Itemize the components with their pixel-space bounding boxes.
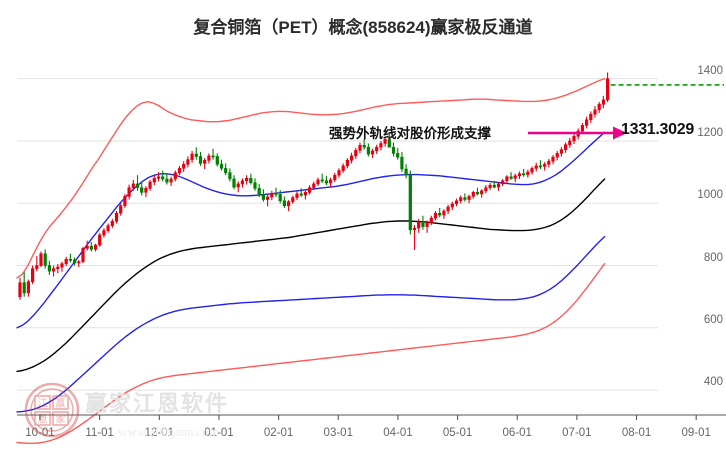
- x-axis-tick: 06-01: [502, 427, 532, 439]
- watermark-brand: 赢家江恩软件: [85, 391, 230, 416]
- y-axis-tick: 600: [703, 313, 723, 326]
- annotation-label: 强势外轨线对股价形成支撑: [329, 126, 491, 141]
- x-axis-tick: 10-01: [25, 427, 55, 439]
- y-axis-tick: 1000: [697, 189, 723, 202]
- last-price-label: 1331.3029: [621, 121, 694, 138]
- candlestick-series: [18, 72, 610, 300]
- watermark-url: www.360gann.com: [118, 424, 219, 439]
- x-axis-tick: 02-01: [263, 427, 294, 439]
- svg-text:赢: 赢: [56, 397, 66, 410]
- x-axis-tick: 07-01: [562, 427, 592, 439]
- x-axis-tick: 09-01: [681, 427, 711, 439]
- y-axis-tick: 800: [703, 251, 723, 264]
- x-axis-tick: 08-01: [621, 427, 652, 439]
- x-axis-tick: 12-01: [144, 427, 175, 439]
- page-title: 复合铜箔（PET）概念(858624)赢家极反通道: [193, 18, 533, 37]
- seal-logo-icon: 江 赢 恩 家: [24, 382, 80, 438]
- y-axis-tick: 1400: [697, 64, 723, 77]
- y-axis-tick: 1200: [697, 126, 723, 139]
- svg-text:家: 家: [56, 413, 66, 426]
- x-axis: [17, 414, 726, 420]
- x-axis-tick: 05-01: [442, 427, 473, 439]
- x-axis-tick: 11-01: [85, 427, 114, 439]
- x-axis-tick: 01-01: [204, 427, 234, 439]
- svg-text:江: 江: [38, 398, 48, 410]
- svg-text:恩: 恩: [38, 414, 48, 426]
- annotation-arrow: [528, 126, 627, 140]
- y-axis-tick: 400: [703, 376, 723, 389]
- x-axis-tick: 03-01: [323, 427, 353, 439]
- x-axis-tick: 04-01: [383, 427, 413, 439]
